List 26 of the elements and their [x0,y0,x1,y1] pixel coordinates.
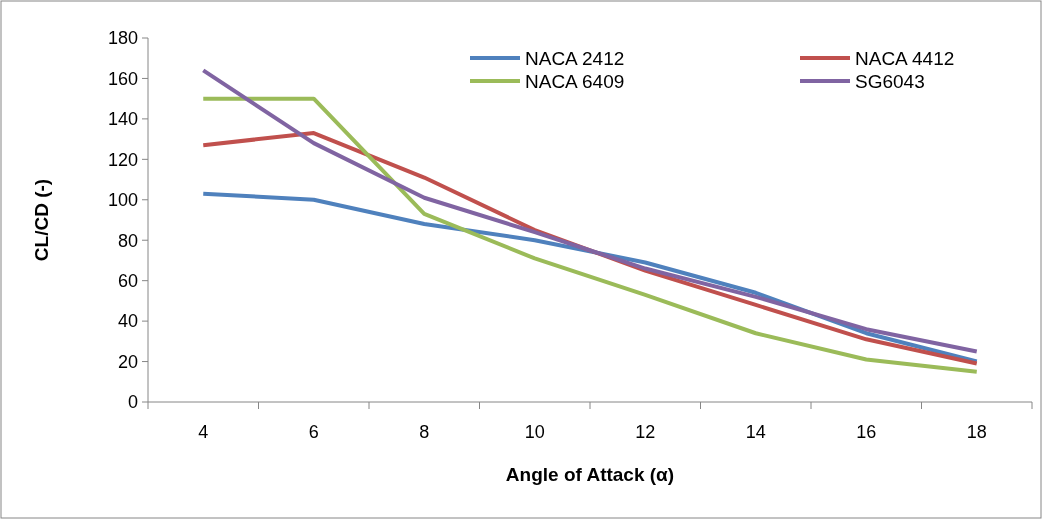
legend-label: SG6043 [855,70,925,92]
line-series [201,68,979,354]
y-tick-label: 60 [117,270,138,291]
legend-label: NACA 2412 [525,47,625,69]
y-tick-label: 160 [107,68,138,89]
x-tick-label: 8 [419,422,430,442]
y-tick-label: 80 [117,230,138,251]
y-tick-label: 40 [117,311,138,332]
x-tick-label: 16 [856,422,877,442]
x-tick-label: 14 [745,422,766,442]
x-tick-label: 6 [308,422,319,442]
x-tick-label: 18 [966,422,987,442]
y-axis-title: CL/CD (-) [31,178,52,262]
y-tick-label: 100 [107,190,138,211]
y-tick-label: 20 [117,351,138,372]
line-series [201,96,979,374]
legend-label: NACA 6409 [525,70,625,92]
x-tick-label: 10 [524,422,545,442]
x-tick-label: 4 [198,422,209,442]
y-tick-label: 120 [107,149,138,170]
y-tick-label: 0 [127,392,138,413]
legend-label: NACA 4412 [855,47,955,69]
y-tick-label: 180 [107,28,138,49]
y-tick-label: 140 [107,109,138,130]
x-axis-title: Angle of Attack (α) [505,464,675,485]
x-tick-label: 12 [635,422,656,442]
